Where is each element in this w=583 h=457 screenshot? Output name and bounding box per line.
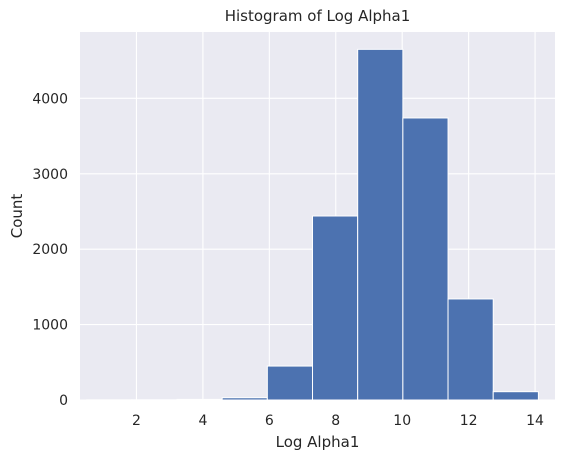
histogram-bar [492, 391, 539, 401]
histogram-bar [221, 397, 268, 401]
y-tick-label: 3000 [32, 167, 68, 183]
histogram-bar [357, 48, 404, 401]
x-axis-title: Log Alpha1 [276, 433, 360, 451]
y-tick-label: 4000 [32, 91, 68, 107]
tick-label-layer: 2 4 6 8 10 12 14 0 1000 2000 3000 4000 [32, 91, 544, 429]
histogram-bar [312, 215, 359, 401]
x-tick-label: 12 [460, 413, 478, 429]
bar-layer [86, 48, 539, 401]
x-tick-label: 14 [526, 413, 544, 429]
x-tick-label: 10 [393, 413, 411, 429]
x-tick-label: 4 [198, 413, 207, 429]
y-tick-label: 2000 [32, 242, 68, 258]
histogram-bar [266, 365, 314, 401]
histogram-bar [176, 398, 223, 401]
x-tick-label: 6 [265, 413, 274, 429]
y-axis-title: Count [8, 194, 26, 239]
chart-title: Histogram of Log Alpha1 [225, 7, 411, 25]
y-tick-label: 0 [59, 393, 68, 409]
histogram-bar [447, 298, 494, 401]
x-tick-label: 2 [132, 413, 141, 429]
x-tick-label: 8 [331, 413, 340, 429]
y-tick-label: 1000 [32, 318, 68, 334]
histogram-bar [402, 117, 449, 401]
